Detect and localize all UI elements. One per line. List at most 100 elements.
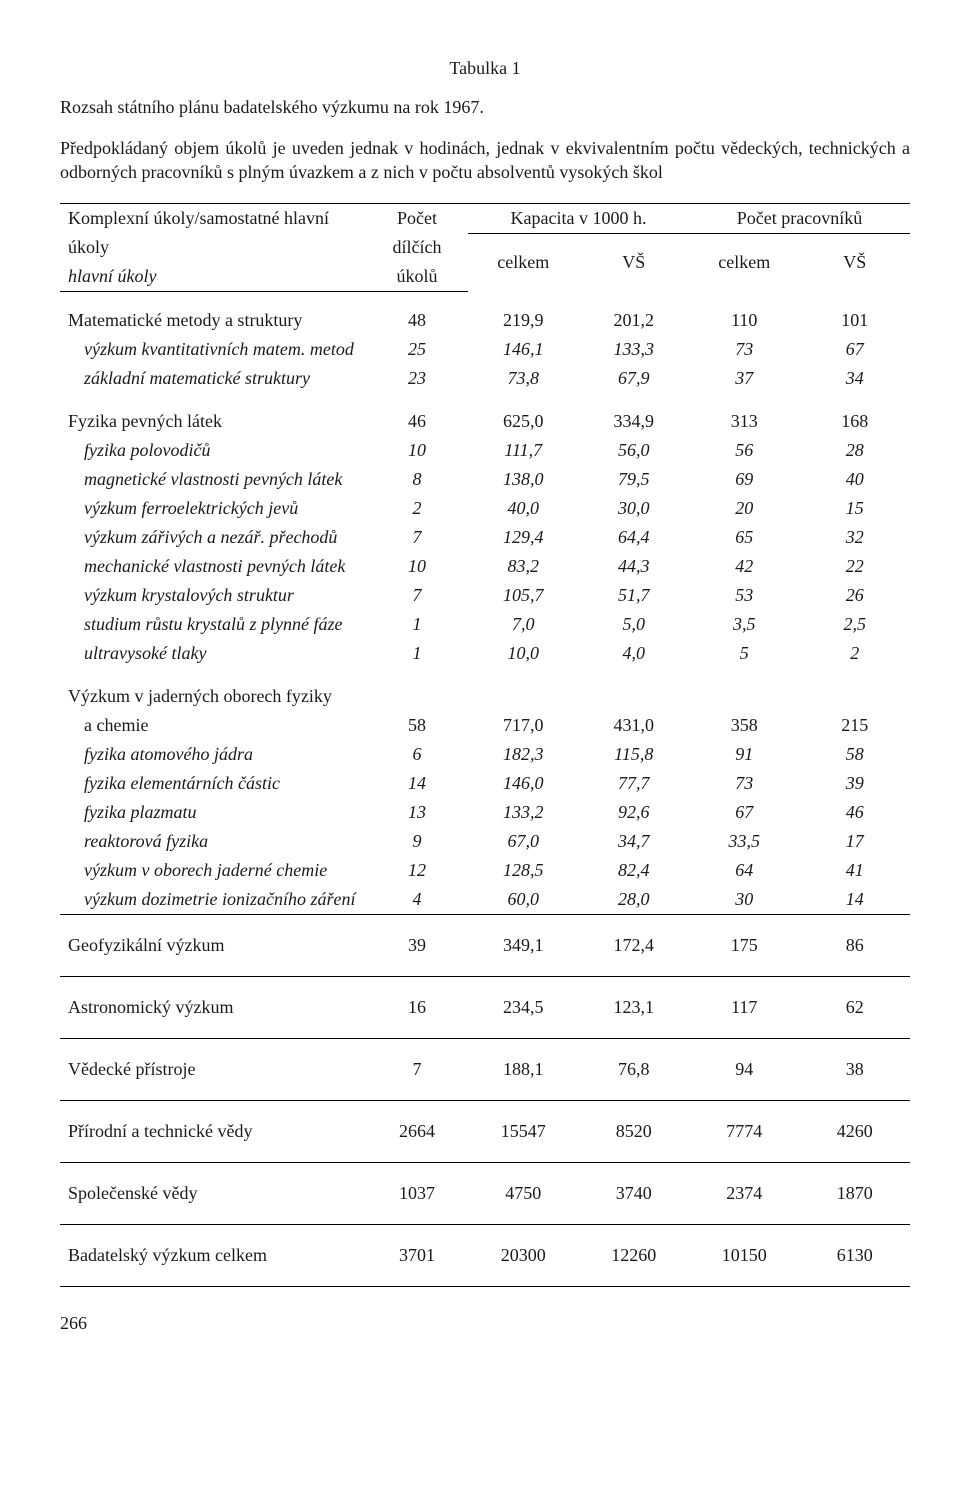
- cell-value: 58: [800, 740, 911, 769]
- cell-value: 2: [800, 639, 911, 668]
- cell-value: 77,7: [579, 769, 690, 798]
- table-row: Matematické metody a struktury48219,9201…: [60, 292, 910, 336]
- cell-value: 38: [800, 1039, 911, 1101]
- cell-value: 6130: [800, 1225, 911, 1287]
- cell-value: 73,8: [468, 364, 579, 393]
- cell-value: 56,0: [579, 436, 690, 465]
- row-label: magnetické vlastnosti pevných látek: [60, 465, 366, 494]
- cell-value: 40: [800, 465, 911, 494]
- row-label: Fyzika pevných látek: [60, 393, 366, 436]
- row-label: Matematické metody a struktury: [60, 292, 366, 336]
- cell-value: 3,5: [689, 610, 800, 639]
- table-row: výzkum kvantitativních matem. metod25146…: [60, 335, 910, 364]
- cell-value: 101: [800, 292, 911, 336]
- table-row: reaktorová fyzika967,034,733,517: [60, 827, 910, 856]
- header-prac-vs: VŠ: [800, 233, 911, 292]
- row-label: výzkum dozimetrie ionizačního záření: [60, 885, 366, 914]
- cell-value: 133,3: [579, 335, 690, 364]
- row-label: Společenské vědy: [60, 1163, 366, 1225]
- table-row: výzkum ferroelektrických jevů240,030,020…: [60, 494, 910, 523]
- cell-value: 30,0: [579, 494, 690, 523]
- table-row: Výzkum v jaderných oborech fyziky: [60, 668, 910, 711]
- cell-value: 7,0: [468, 610, 579, 639]
- cell-value: 41: [800, 856, 911, 885]
- row-label: základní matematické struktury: [60, 364, 366, 393]
- cell-value: 69: [689, 465, 800, 494]
- table-subtitle: Rozsah státního plánu badatelského výzku…: [60, 97, 910, 118]
- cell-value: 79,5: [579, 465, 690, 494]
- cell-value: 65: [689, 523, 800, 552]
- row-label: výzkum zářivých a nezář. přechodů: [60, 523, 366, 552]
- cell-value: 40,0: [468, 494, 579, 523]
- cell-value: 182,3: [468, 740, 579, 769]
- cell-value: 33,5: [689, 827, 800, 856]
- cell-value: 20: [689, 494, 800, 523]
- cell-value: 138,0: [468, 465, 579, 494]
- header-kap-vs: VŠ: [579, 233, 690, 292]
- row-label: fyzika polovodičů: [60, 436, 366, 465]
- cell-value: 51,7: [579, 581, 690, 610]
- cell-value: 46: [366, 393, 468, 436]
- cell-value: 123,1: [579, 977, 690, 1039]
- cell-value: 73: [689, 769, 800, 798]
- cell-value: 201,2: [579, 292, 690, 336]
- cell-value: 431,0: [579, 711, 690, 740]
- cell-value: 13: [366, 798, 468, 827]
- table-row: Badatelský výzkum celkem3701203001226010…: [60, 1225, 910, 1287]
- table-row: a chemie58717,0431,0358215: [60, 711, 910, 740]
- cell-value: 6: [366, 740, 468, 769]
- row-label: fyzika atomového jádra: [60, 740, 366, 769]
- cell-value: 39: [800, 769, 911, 798]
- cell-value: 133,2: [468, 798, 579, 827]
- cell-value: 234,5: [468, 977, 579, 1039]
- row-label: mechanické vlastnosti pevných látek: [60, 552, 366, 581]
- cell-value: 2374: [689, 1163, 800, 1225]
- cell-value: 1037: [366, 1163, 468, 1225]
- cell-value: 4750: [468, 1163, 579, 1225]
- cell-value: 3701: [366, 1225, 468, 1287]
- cell-value: 67: [800, 335, 911, 364]
- cell-value: 105,7: [468, 581, 579, 610]
- cell-value: 128,5: [468, 856, 579, 885]
- header-col2-line1: Počet: [366, 203, 468, 233]
- table-row: fyzika polovodičů10111,756,05628: [60, 436, 910, 465]
- cell-value: 46: [800, 798, 911, 827]
- cell-value: 44,3: [579, 552, 690, 581]
- cell-value: 9: [366, 827, 468, 856]
- cell-value: 23: [366, 364, 468, 393]
- cell-value: 4,0: [579, 639, 690, 668]
- table-row: ultravysoké tlaky110,04,052: [60, 639, 910, 668]
- cell-value: 26: [800, 581, 911, 610]
- row-label: výzkum kvantitativních matem. metod: [60, 335, 366, 364]
- header-col1-line2: úkoly: [60, 233, 366, 262]
- cell-value: 12: [366, 856, 468, 885]
- cell-value: 110: [689, 292, 800, 336]
- table-row: výzkum v oborech jaderné chemie12128,582…: [60, 856, 910, 885]
- cell-value: 94: [689, 1039, 800, 1101]
- cell-value: 37: [689, 364, 800, 393]
- cell-value: 625,0: [468, 393, 579, 436]
- cell-value: 67,9: [579, 364, 690, 393]
- cell-value: 48: [366, 292, 468, 336]
- cell-value: 14: [366, 769, 468, 798]
- table-row: Geofyzikální výzkum39349,1172,417586: [60, 915, 910, 977]
- cell-value: 82,4: [579, 856, 690, 885]
- cell-value: 129,4: [468, 523, 579, 552]
- cell-value: 10,0: [468, 639, 579, 668]
- row-label: Geofyzikální výzkum: [60, 915, 366, 977]
- cell-value: 219,9: [468, 292, 579, 336]
- cell-value: 64: [689, 856, 800, 885]
- cell-value: 334,9: [579, 393, 690, 436]
- table-row: Fyzika pevných látek46625,0334,9313168: [60, 393, 910, 436]
- row-label: výzkum krystalových struktur: [60, 581, 366, 610]
- cell-value: 8: [366, 465, 468, 494]
- table-row: výzkum krystalových struktur7105,751,753…: [60, 581, 910, 610]
- table-rule: [60, 1286, 910, 1287]
- cell-value: 28: [800, 436, 911, 465]
- cell-value: 17: [800, 827, 911, 856]
- cell-value: 1870: [800, 1163, 911, 1225]
- cell-value: 60,0: [468, 885, 579, 914]
- cell-value: 172,4: [579, 915, 690, 977]
- cell-value: 2: [366, 494, 468, 523]
- page-number: 266: [60, 1313, 910, 1334]
